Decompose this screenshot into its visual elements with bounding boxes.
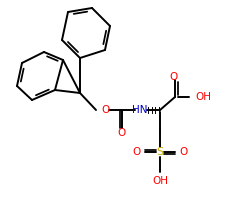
Text: OH: OH (195, 92, 211, 102)
Text: O: O (101, 105, 109, 115)
Text: O: O (118, 128, 126, 138)
Text: OH: OH (152, 176, 168, 186)
Text: S: S (156, 147, 164, 157)
Text: O: O (179, 147, 187, 157)
Text: O: O (133, 147, 141, 157)
Text: O: O (169, 72, 177, 82)
Text: HN: HN (132, 105, 148, 115)
